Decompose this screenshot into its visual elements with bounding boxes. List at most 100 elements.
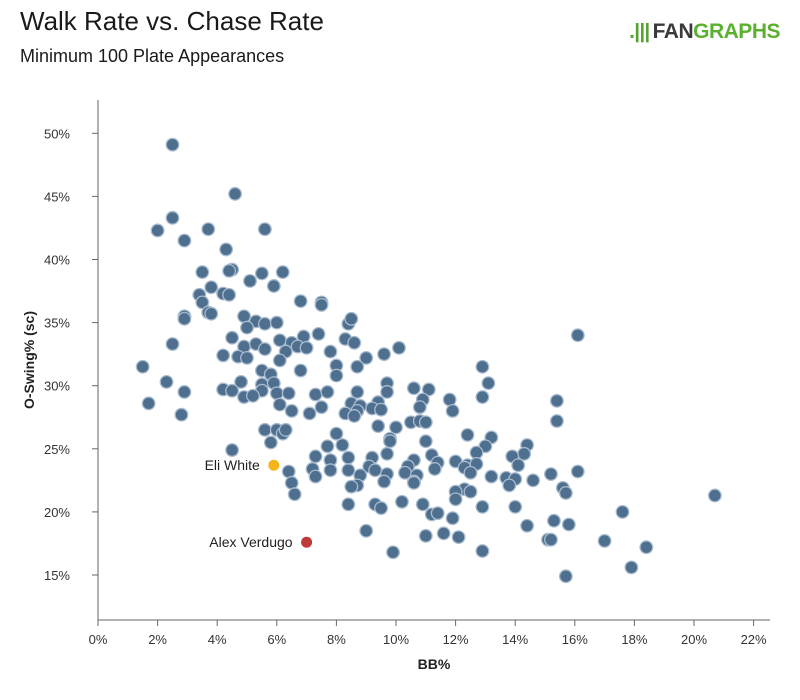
scatter-point	[508, 499, 523, 514]
x-tick-label: 22%	[741, 632, 767, 647]
scatter-point	[561, 517, 576, 532]
scatter-point	[526, 473, 541, 488]
scatter-point	[177, 385, 192, 399]
fangraphs-logo: .||| FAN GRAPHS	[629, 20, 780, 44]
scatter-point	[159, 374, 174, 389]
highlight-label: Eli White	[205, 457, 260, 473]
scatter-point	[624, 560, 639, 575]
scatter-point	[311, 327, 326, 341]
scatter-point	[308, 469, 323, 484]
scatter-point	[278, 422, 293, 437]
y-tick-label: 15%	[44, 568, 70, 583]
x-tick-label: 16%	[562, 632, 588, 647]
scatter-point	[383, 434, 397, 449]
scatter-point	[418, 528, 433, 543]
scatter-point	[141, 396, 156, 411]
scatter-point	[329, 426, 344, 441]
x-tick-label: 2%	[148, 632, 167, 647]
scatter-point	[320, 439, 335, 454]
scatter-point	[257, 316, 272, 331]
scatter-point	[475, 390, 490, 405]
scatter-point	[406, 475, 421, 490]
scatter-point	[240, 320, 254, 335]
scatter-point	[475, 544, 490, 558]
scatter-point	[418, 415, 433, 430]
scatter-point	[228, 186, 243, 201]
scatter-point	[281, 464, 296, 479]
scatter-point	[436, 526, 451, 541]
logo-text-graphs: GRAPHS	[693, 20, 780, 43]
scatter-point	[707, 488, 722, 503]
scatter-point	[380, 385, 395, 399]
scatter-point	[520, 518, 535, 533]
scatter-point	[177, 233, 192, 248]
scatter-point	[254, 266, 269, 281]
scatter-point	[225, 383, 240, 398]
scatter-point	[380, 446, 395, 461]
scatter-point	[272, 333, 287, 348]
scatter-point	[597, 533, 612, 548]
scatter-point	[225, 443, 240, 458]
scatter-point	[481, 376, 496, 391]
scatter-point	[314, 297, 329, 312]
scatter-point	[204, 280, 219, 295]
scatter-point	[269, 315, 284, 330]
logo-text-fan: FAN	[652, 20, 694, 43]
scatter-point	[570, 328, 585, 343]
scatter-point	[359, 523, 374, 538]
scatter-point	[308, 387, 323, 402]
chart-title: Walk Rate vs. Chase Rate	[20, 6, 324, 36]
scatter-point	[484, 469, 499, 484]
x-tick-label: 0%	[89, 632, 108, 647]
scatter-point	[275, 265, 290, 280]
scatter-point	[549, 414, 564, 428]
scatter-point	[615, 504, 630, 519]
scatter-point	[386, 545, 400, 560]
scatter-point	[341, 450, 356, 465]
scatter-point	[445, 511, 460, 526]
scatter-point	[302, 406, 317, 421]
scatter-point	[463, 465, 478, 480]
scatter-point	[284, 403, 299, 418]
scatter-point	[442, 392, 457, 407]
scatter-point	[347, 335, 362, 350]
scatter-point	[544, 467, 558, 481]
scatter-point	[240, 350, 254, 365]
scatter-point	[174, 407, 189, 422]
scatter-point	[299, 340, 314, 355]
scatter-point	[359, 350, 374, 365]
x-tick-label: 10%	[383, 632, 409, 647]
scatter-point	[415, 497, 430, 512]
scatter-point	[395, 494, 409, 509]
scatter-point	[195, 265, 210, 280]
scatter-point	[308, 449, 323, 464]
scatter-point	[195, 295, 210, 310]
scatter-point	[225, 330, 240, 345]
scatter-point	[475, 499, 490, 514]
scatter-point	[460, 427, 475, 442]
scatter-point	[222, 287, 237, 302]
x-tick-label: 18%	[621, 632, 647, 647]
scatter-point	[323, 463, 338, 478]
scatter-point	[374, 402, 389, 417]
scatter-point	[257, 222, 272, 237]
scatter-point	[371, 419, 386, 434]
scatter-point	[323, 344, 338, 359]
x-tick-label: 4%	[208, 632, 227, 647]
scatter-point	[320, 385, 335, 399]
scatter-point	[418, 434, 433, 449]
scatter-point	[165, 210, 180, 225]
scatter-point	[463, 484, 478, 499]
y-tick-label: 40%	[44, 253, 70, 268]
chart-subtitle: Minimum 100 Plate Appearances	[20, 46, 285, 66]
y-tick-label: 30%	[44, 379, 70, 394]
y-tick-label: 45%	[44, 189, 70, 204]
scatter-point	[377, 474, 392, 489]
scatter-point	[511, 458, 526, 473]
scatter-point	[430, 506, 445, 521]
scatter-point	[281, 386, 296, 401]
scatter-point	[257, 422, 272, 437]
scatter-point	[246, 388, 260, 403]
scatter-point	[293, 294, 308, 309]
scatter-point	[293, 363, 308, 378]
